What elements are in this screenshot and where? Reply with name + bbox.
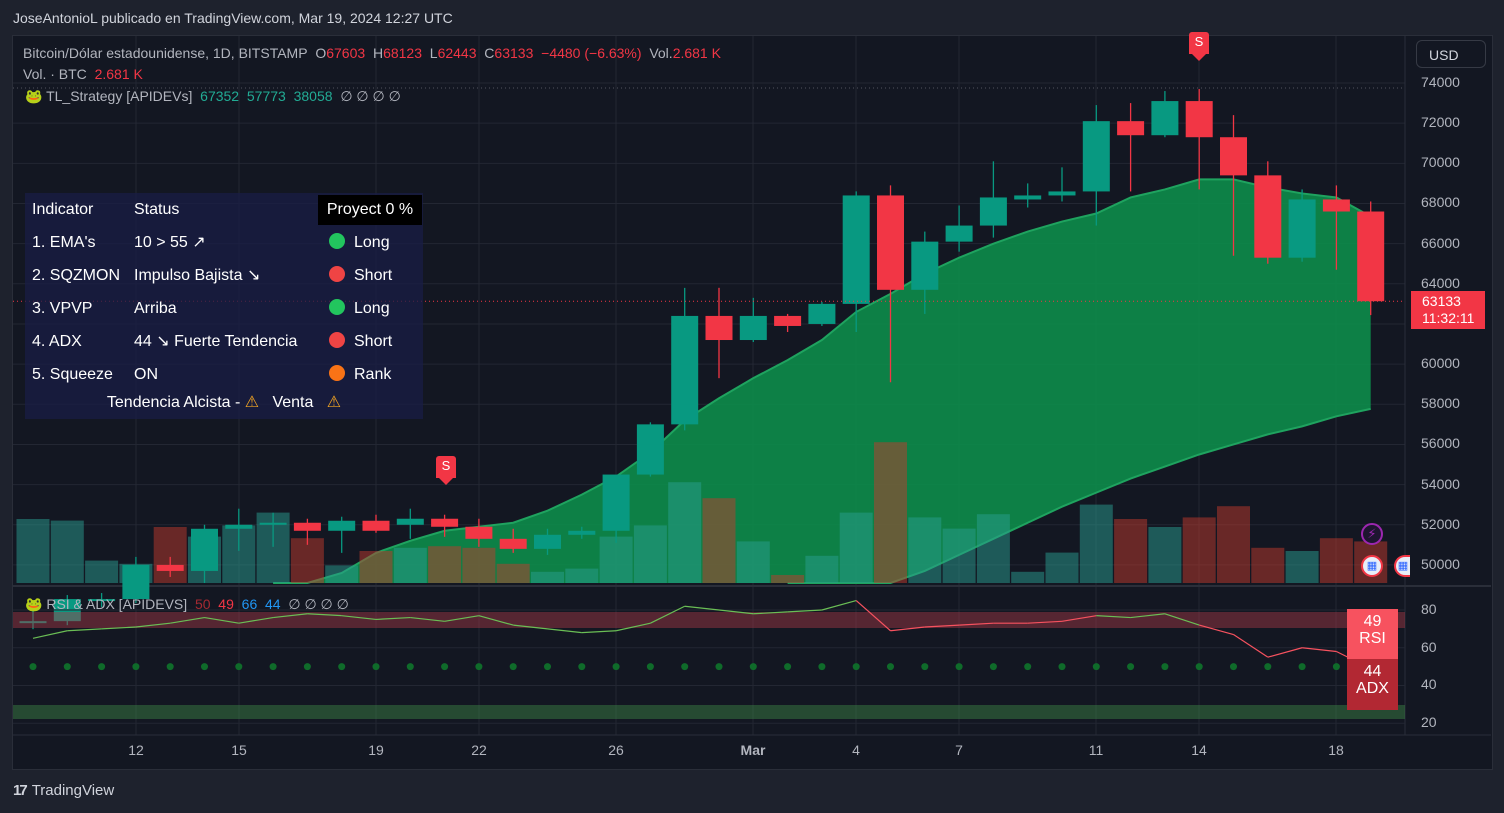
currency-button[interactable]: USD: [1416, 40, 1486, 68]
price-tick: 52000: [1421, 515, 1460, 532]
rsi-tick: 60: [1421, 638, 1437, 655]
price-tick: 74000: [1421, 74, 1460, 90]
bar-countdown: 11:32:11: [1422, 310, 1475, 326]
signal-dot-icon: [329, 365, 345, 381]
table-row: 4. ADX 44 ↘ Fuerte Tendencia Short: [25, 327, 423, 357]
price-tick: 56000: [1421, 435, 1460, 452]
indicator-table: Indicator Status Proyect 0 % 1. EMA's 10 …: [25, 193, 423, 419]
high-value: 68123: [383, 45, 422, 61]
price-tick: 70000: [1421, 154, 1460, 171]
indicator-status: ON: [134, 366, 158, 383]
projection-badge: Proyect 0 %: [318, 195, 422, 225]
close-value: 63133: [494, 45, 534, 61]
indicator-name: 2. SQZMON: [32, 267, 121, 284]
price-tick: 66000: [1421, 234, 1460, 251]
frog-icon: 🐸: [25, 596, 43, 612]
price-tick: 58000: [1421, 395, 1460, 412]
table-row: 3. VPVP Arriba Long: [25, 294, 423, 324]
tradingview-logo[interactable]: 17 TradingView: [13, 782, 115, 799]
price-tick: 68000: [1421, 194, 1460, 211]
symbol-legend[interactable]: Bitcoin/Dólar estadounidense, 1D, BITSTA…: [23, 45, 721, 61]
indicator-status: Impulso Bajista ↘: [134, 267, 261, 284]
strategy-legend[interactable]: 🐸 TL_Strategy [APIDEVs] 67352 57773 3805…: [25, 88, 401, 104]
rsi-value-tag: 49 RSI: [1347, 609, 1398, 659]
sell-signal-marker[interactable]: S: [1189, 32, 1209, 61]
signal-label: Long: [354, 300, 390, 317]
time-label: 4: [852, 742, 860, 758]
indicator-status: 44 ↘ Fuerte Tendencia: [134, 333, 298, 350]
rsi-tick: 80: [1421, 601, 1437, 617]
table-footer: Tendencia Alcista - ⚠ Venta ⚠: [106, 394, 342, 411]
indicator-status: 10 > 55 ↗: [134, 234, 206, 251]
rsi-adx-legend[interactable]: 🐸 RSI & ADX [APIDEVS] 50 49 66 44 ∅ ∅ ∅ …: [25, 596, 349, 612]
frog-icon: 🐸: [25, 88, 43, 104]
signal-cell: Short: [329, 327, 392, 357]
volume-legend[interactable]: Vol. · BTC 2.681 K: [23, 66, 143, 82]
adx-value-tag: 44 ADX: [1347, 659, 1398, 710]
last-price-tag: 63133 11:32:11: [1411, 291, 1485, 329]
signal-dot-icon: [329, 266, 345, 282]
tv-logo-icon: 17: [13, 782, 28, 799]
indicator-name: 1. EMA's: [32, 234, 96, 251]
signal-dot-icon: [329, 233, 345, 249]
time-label: 26: [608, 742, 624, 758]
time-label: 14: [1191, 742, 1207, 758]
signal-label: Short: [354, 267, 393, 284]
signal-cell: Short: [329, 261, 392, 291]
signal-label: Short: [354, 333, 393, 350]
time-label: 18: [1328, 742, 1344, 758]
signal-dot-icon: [329, 299, 345, 315]
time-label: 19: [368, 742, 384, 758]
rsi-tick: 20: [1421, 714, 1437, 731]
signal-cell: Long: [329, 228, 390, 258]
signal-cell: Rank: [329, 360, 391, 390]
table-row: 1. EMA's 10 > 55 ↗ Long: [25, 228, 423, 258]
signal-label: Long: [354, 234, 390, 251]
price-tick: 50000: [1421, 555, 1460, 572]
price-tick: 72000: [1421, 114, 1460, 131]
time-label: 7: [955, 742, 963, 758]
lightning-event-icon[interactable]: ⚡: [1361, 523, 1383, 545]
signal-label: Rank: [354, 366, 392, 383]
signal-dot-icon: [329, 332, 345, 348]
warning-icon: ⚠: [244, 394, 260, 411]
indicator-name: 4. ADX: [32, 333, 82, 350]
time-label: 22: [471, 742, 487, 758]
us-flag-event-icon[interactable]: ▦: [1361, 555, 1383, 577]
rsi-tick: 40: [1421, 676, 1437, 693]
indicator-name: 5. Squeeze: [32, 366, 113, 383]
time-label: 11: [1088, 742, 1104, 758]
time-label: Mar: [740, 742, 766, 758]
table-row: 5. Squeeze ON Rank: [25, 360, 423, 390]
indicator-name: 3. VPVP: [32, 300, 93, 317]
price-tick: 64000: [1421, 274, 1460, 291]
us-flag-event-icon[interactable]: ▦: [1394, 555, 1410, 577]
low-value: 62443: [437, 45, 477, 61]
warning-icon: ⚠: [326, 394, 342, 411]
time-label: 15: [231, 742, 247, 758]
price-tick: 60000: [1421, 355, 1460, 372]
sell-signal-marker[interactable]: S: [436, 456, 456, 485]
indicator-status: Arriba: [134, 300, 177, 317]
volume-value: 2.681 K: [672, 45, 721, 61]
table-header: Indicator Status: [32, 201, 180, 218]
open-value: 67603: [326, 45, 366, 61]
signal-cell: Long: [329, 294, 390, 324]
time-label: 12: [128, 742, 144, 758]
change-value: −4480 (−6.63%): [541, 45, 642, 61]
attribution: JoseAntonioL publicado en TradingView.co…: [13, 10, 453, 26]
table-row: 2. SQZMON Impulso Bajista ↘ Short: [25, 261, 423, 291]
price-tick: 54000: [1421, 475, 1460, 492]
symbol-title: Bitcoin/Dólar estadounidense, 1D, BITSTA…: [23, 45, 308, 61]
